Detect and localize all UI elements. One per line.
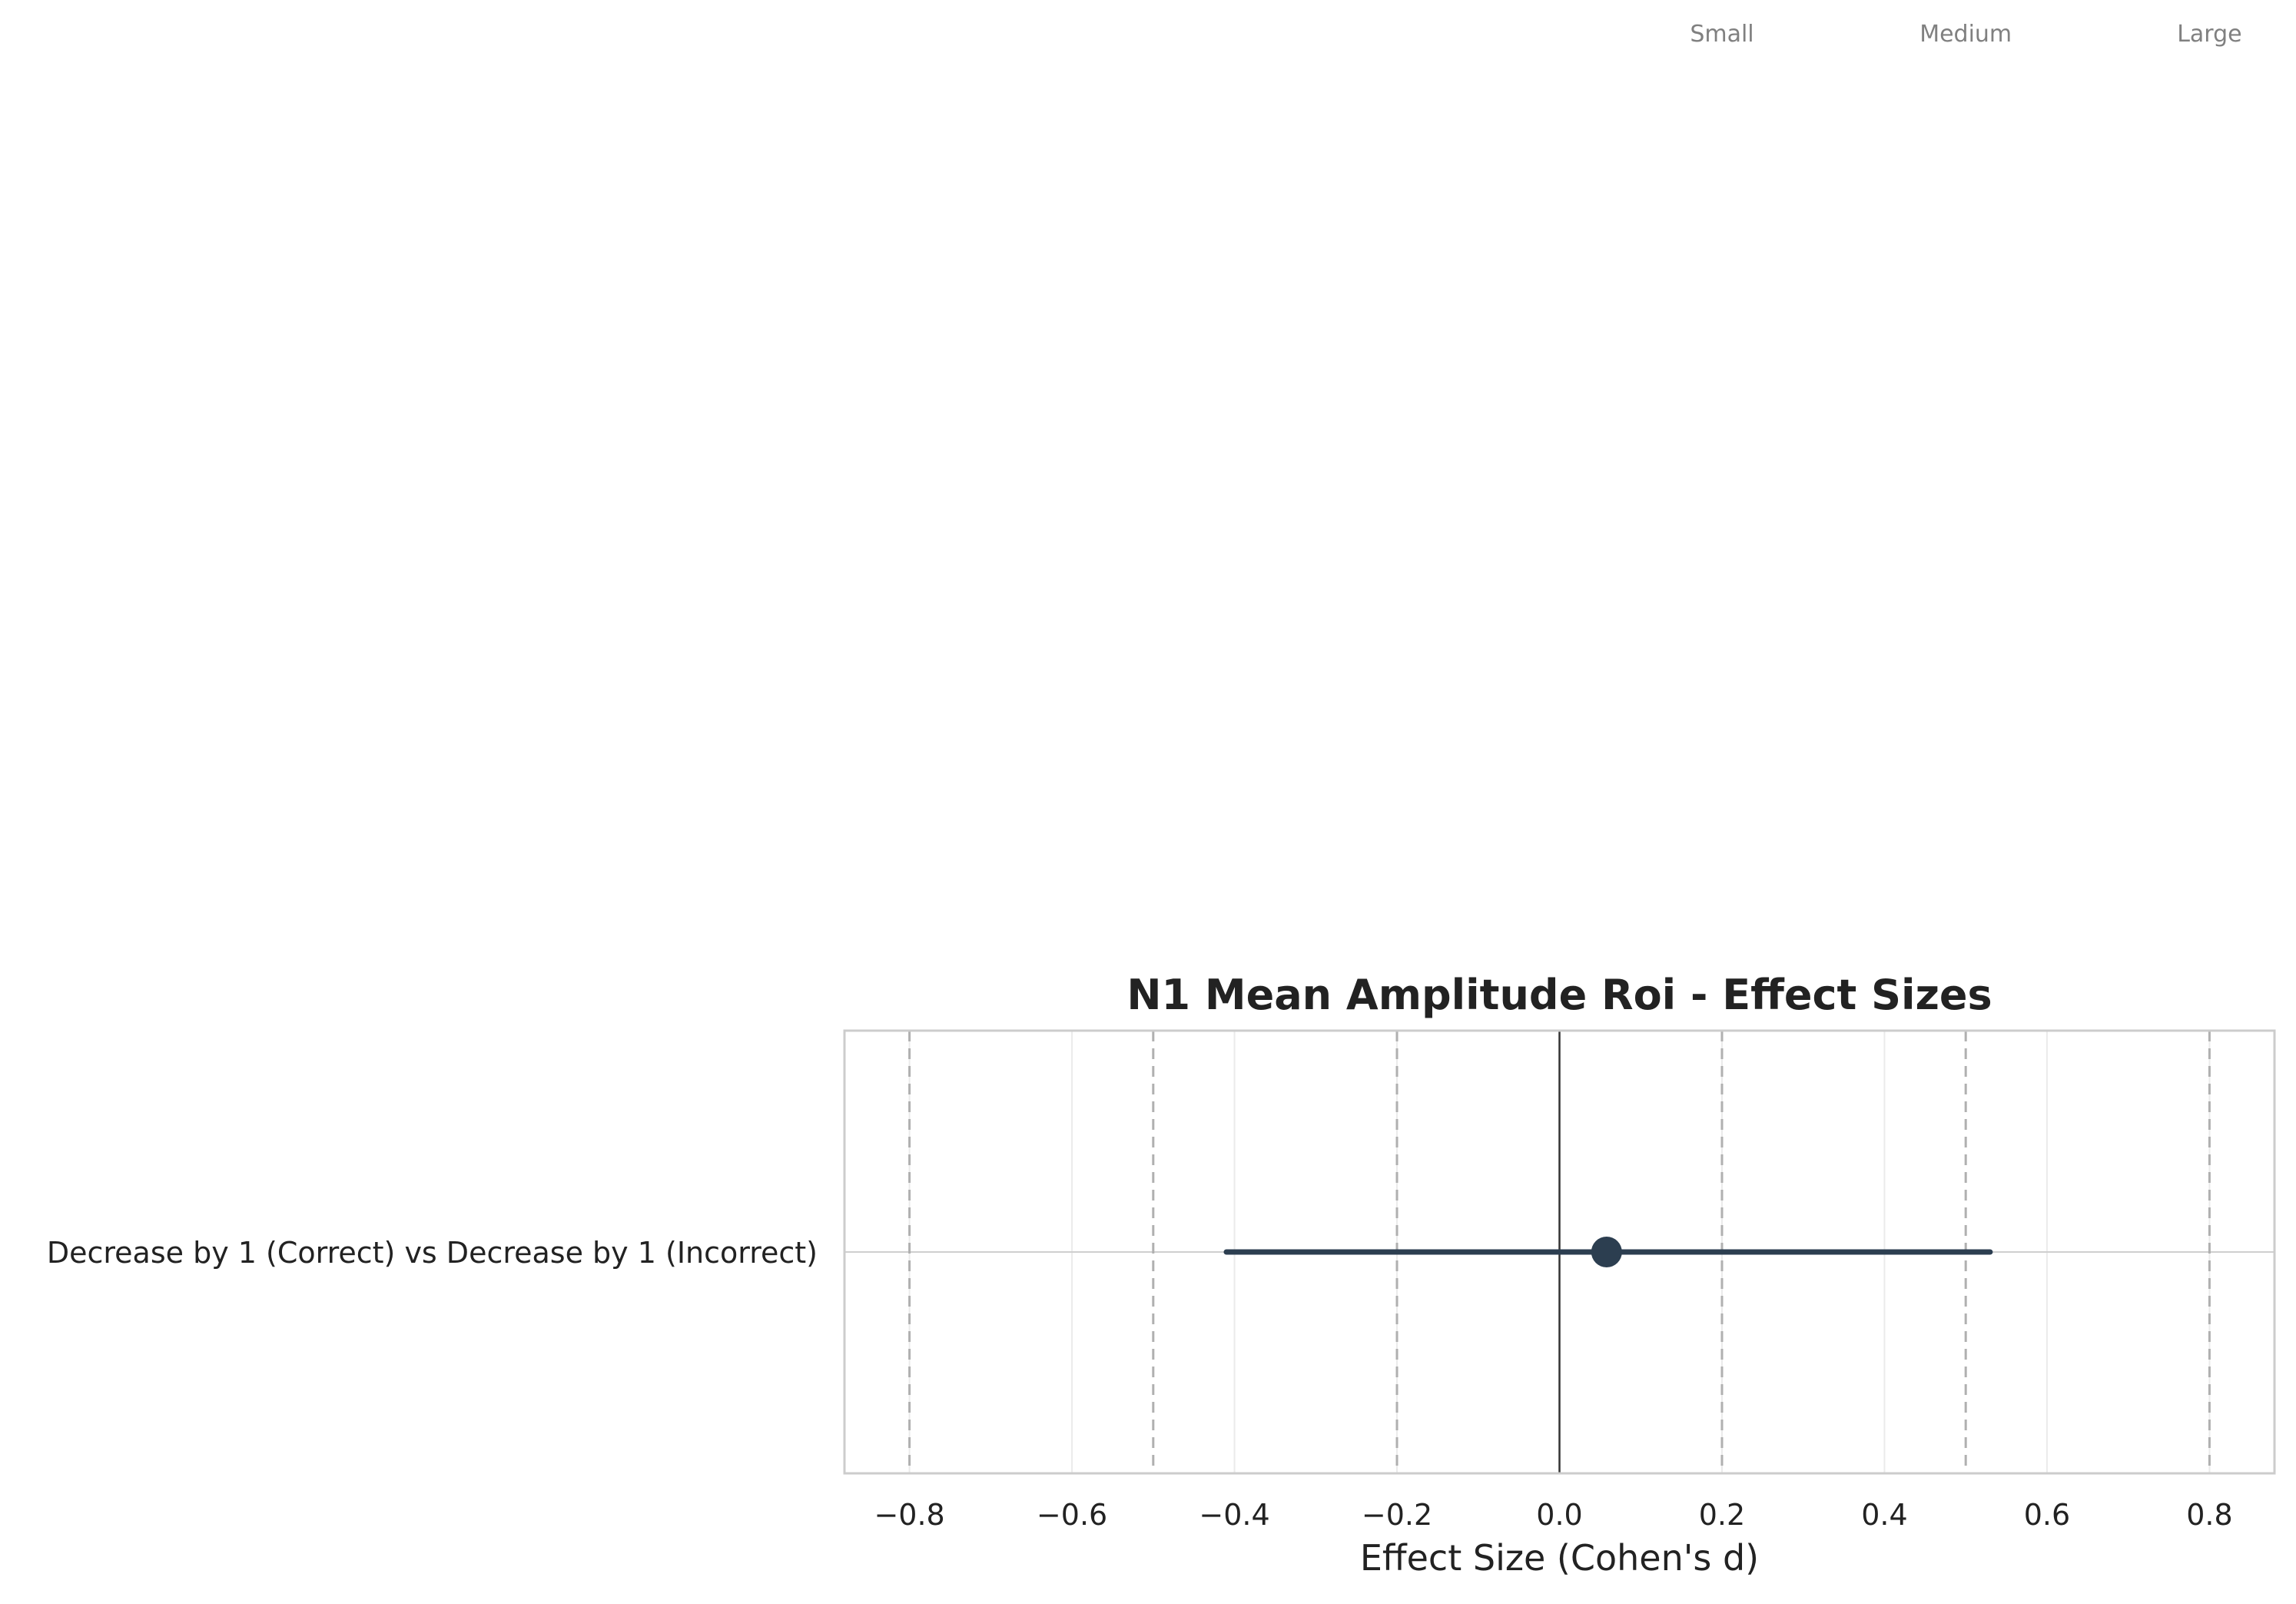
threshold-label: Medium bbox=[1919, 21, 2012, 48]
x-tick-label: −0.4 bbox=[1199, 1498, 1269, 1532]
x-tick-label: 0.4 bbox=[1861, 1498, 1907, 1532]
chart-title: N1 Mean Amplitude Roi - Effect Sizes bbox=[1126, 971, 1992, 1019]
x-tick-label: −0.6 bbox=[1037, 1498, 1107, 1532]
x-tick-label: −0.8 bbox=[874, 1498, 944, 1532]
threshold-labels: Small Medium Large bbox=[1690, 21, 2241, 48]
x-tick-label: 0.6 bbox=[2024, 1498, 2070, 1532]
x-tick-label: 0.2 bbox=[1699, 1498, 1745, 1532]
x-axis-label: Effect Size (Cohen's d) bbox=[1360, 1537, 1759, 1579]
threshold-label: Small bbox=[1690, 21, 1754, 48]
effect-size-point bbox=[1591, 1237, 1622, 1267]
x-tick-label: 0.0 bbox=[1536, 1498, 1582, 1532]
comparison-rows bbox=[1223, 1237, 1993, 1267]
plot-frame bbox=[843, 1029, 2276, 1475]
y-tick-label: Decrease by 1 (Correct) vs Decrease by 1… bbox=[47, 1236, 818, 1270]
x-tick-label: 0.8 bbox=[2186, 1498, 2232, 1532]
threshold-label: Large bbox=[2177, 21, 2241, 48]
y-tick-labels: Decrease by 1 (Correct) vs Decrease by 1… bbox=[47, 1236, 818, 1270]
x-tick-labels: −0.8 −0.6 −0.4 −0.2 0.0 0.2 0.4 0.6 0.8 bbox=[874, 1498, 2232, 1532]
x-tick-label: −0.2 bbox=[1362, 1498, 1432, 1532]
